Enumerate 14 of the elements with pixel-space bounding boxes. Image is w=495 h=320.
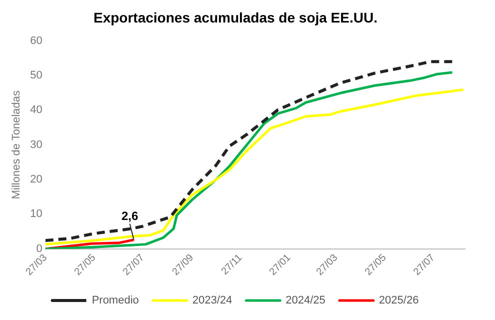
y-tick-label: 30 [30, 138, 42, 151]
annotation: 2,6 [121, 209, 138, 224]
y-tick-label: 60 [30, 34, 42, 47]
chart-title: Exportaciones acumuladas de soja EE.UU. [94, 9, 378, 26]
y-tick-label: 40 [30, 104, 42, 116]
legend-label: 2023/24 [192, 294, 232, 307]
legend-label: 2024/25 [286, 294, 326, 307]
legend-label: 2025/26 [378, 294, 419, 307]
y-tick-label: 50 [30, 70, 42, 82]
y-tick-label: 0 [36, 242, 42, 255]
legend-label: Promedio [92, 294, 139, 307]
y-axis-title: Millones de Toneladas [10, 90, 23, 200]
y-tick-label: 20 [30, 174, 42, 186]
y-tick-label: 10 [30, 208, 42, 220]
